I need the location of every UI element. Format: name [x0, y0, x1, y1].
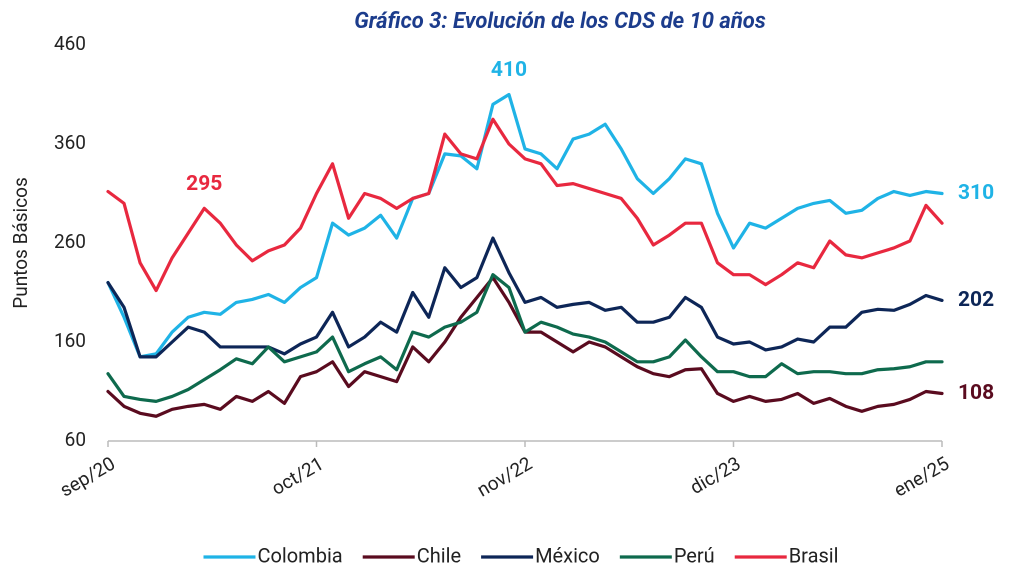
y-tick-label: 260 [54, 230, 86, 253]
value-label: 108 [958, 381, 994, 405]
legend-label: Chile [417, 543, 461, 567]
y-axis-label: Puntos Básicos [9, 177, 32, 309]
chart-title: Gráfico 3: Evolución de los CDS de 10 añ… [354, 9, 766, 34]
y-tick-label: 360 [54, 131, 86, 154]
series-line [106, 236, 944, 359]
value-label: 410 [491, 58, 527, 82]
legend-label: Colombia [257, 543, 342, 567]
series-line [106, 273, 944, 403]
y-tick-label: 60 [65, 428, 86, 451]
x-tick-label: oct/21 [267, 452, 327, 500]
x-tick-label: sep/20 [56, 452, 119, 502]
series-line [106, 117, 944, 293]
value-label: 295 [186, 172, 222, 196]
x-tick-label: nov/22 [473, 452, 536, 502]
x-tick-label: ene/25 [890, 452, 953, 502]
legend-label: Brasil [789, 543, 839, 567]
y-tick-label: 460 [54, 32, 86, 55]
legend-label: México [535, 543, 600, 567]
legend-label: Perú [674, 543, 715, 567]
y-tick-label: 160 [54, 329, 86, 352]
series-line [106, 92, 944, 359]
x-tick-label: dic/23 [686, 452, 745, 499]
value-label: 202 [958, 288, 994, 312]
value-label: 310 [958, 181, 994, 205]
